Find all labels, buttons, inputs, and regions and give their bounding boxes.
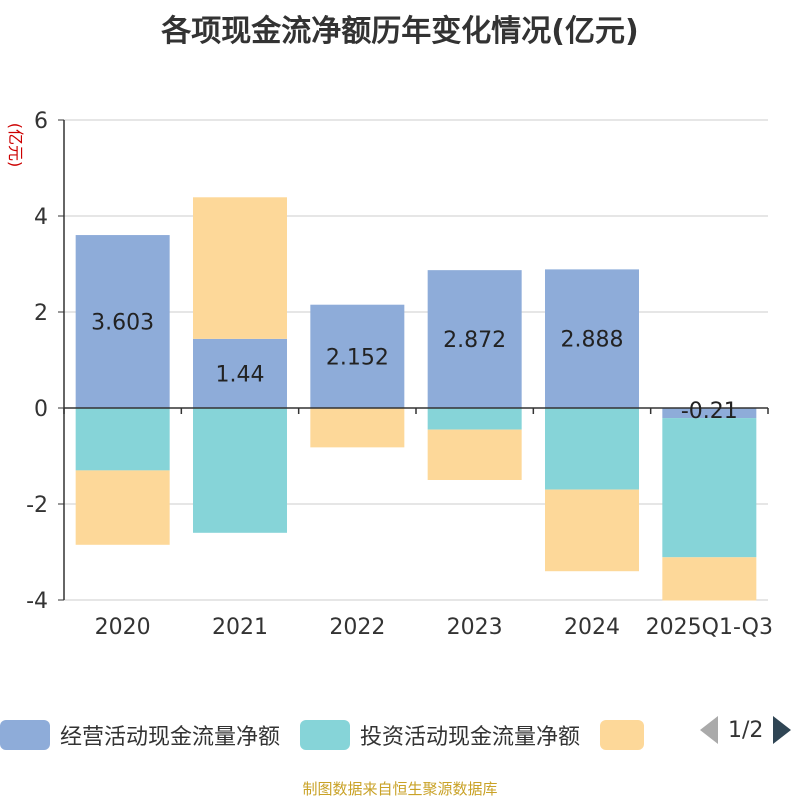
bar-financing-2020 — [75, 470, 170, 545]
bar-investing-2020 — [75, 408, 170, 471]
bar-layer — [75, 197, 757, 601]
data-label-2020: 3.603 — [91, 311, 154, 336]
y-tick-label: -2 — [26, 493, 48, 518]
bar-operating-2022 — [310, 304, 405, 408]
legend-label-operating: 经营活动现金流量净额 — [60, 725, 281, 750]
legend-swatch-investing — [300, 720, 351, 750]
axis-layer: -4 -2 0 2 4 6 (亿元) 2020 2021 2022 2023 2024 2025Q1-Q… — [6, 109, 773, 640]
bar-financing-2023 — [427, 429, 522, 480]
x-tick-label: 2025Q1-Q3 — [646, 615, 773, 640]
y-tick-label: 4 — [34, 205, 48, 230]
legend-swatch-operating — [0, 720, 50, 750]
data-label-2022: 2.152 — [326, 345, 389, 370]
bar-operating-2020 — [75, 235, 170, 408]
data-label-2023: 2.872 — [443, 328, 506, 353]
y-tick-label: 6 — [34, 109, 48, 134]
bar-financing-2025Q1-Q3 — [662, 557, 757, 601]
chart-title: 各项现金流净额历年变化情况(亿元) — [161, 14, 639, 49]
data-label-2021: 1.44 — [216, 362, 265, 387]
bar-financing-2021 — [193, 197, 287, 339]
data-label-2025Q1-Q3: -0.21 — [681, 399, 738, 424]
data-label-2024: 2.888 — [561, 328, 624, 353]
legend-page-indicator: 1/2 — [728, 717, 764, 743]
x-tick-label: 2024 — [564, 615, 620, 640]
x-tick-label: 2020 — [95, 615, 151, 640]
y-axis-label: (亿元) — [6, 123, 25, 168]
y-tick-label: 2 — [34, 301, 48, 326]
bar-investing-2024 — [545, 408, 639, 490]
legend-label-investing: 投资活动现金流量净额 — [360, 725, 581, 750]
bar-operating-2023 — [427, 270, 522, 408]
label-layer: 3.603 1.44 2.152 2.872 2.888 -0.21 — [91, 311, 738, 424]
bar-investing-2023 — [427, 408, 522, 430]
legend-item-financing[interactable] — [600, 720, 645, 750]
chart-canvas: -4 -2 0 2 4 6 (亿元) 2020 2021 2022 2023 2024 2025Q1-Q… — [6, 109, 773, 640]
x-tick-label: 2023 — [447, 615, 503, 640]
bar-operating-2025Q1-Q3 — [662, 408, 757, 419]
bar-operating-2021 — [193, 338, 287, 408]
source-footer: 制图数据来自恒生聚源数据库 — [302, 780, 498, 798]
y-tick-label: -4 — [26, 589, 48, 614]
bar-investing-2021 — [193, 408, 287, 533]
grid-layer — [64, 119, 768, 601]
x-tick-label: 2022 — [329, 615, 385, 640]
bar-financing-2022 — [310, 408, 405, 448]
bar-operating-2024 — [545, 269, 639, 408]
legend-pager: 1/2 — [700, 716, 792, 744]
legend-item-investing[interactable]: 投资活动现金流量净额 — [300, 719, 580, 751]
legend-swatch-financing — [600, 720, 645, 750]
legend-item-operating[interactable]: 经营活动现金流量净额 — [0, 719, 280, 751]
legend-prev-icon[interactable] — [700, 716, 718, 744]
bar-financing-2024 — [545, 489, 639, 572]
legend: 经营活动现金流量净额 投资活动现金流量净额 — [0, 716, 645, 754]
y-tick-label: 0 — [34, 397, 48, 422]
legend-next-icon[interactable] — [773, 716, 792, 744]
bar-investing-2025Q1-Q3 — [662, 418, 757, 558]
x-tick-label: 2021 — [212, 615, 268, 640]
